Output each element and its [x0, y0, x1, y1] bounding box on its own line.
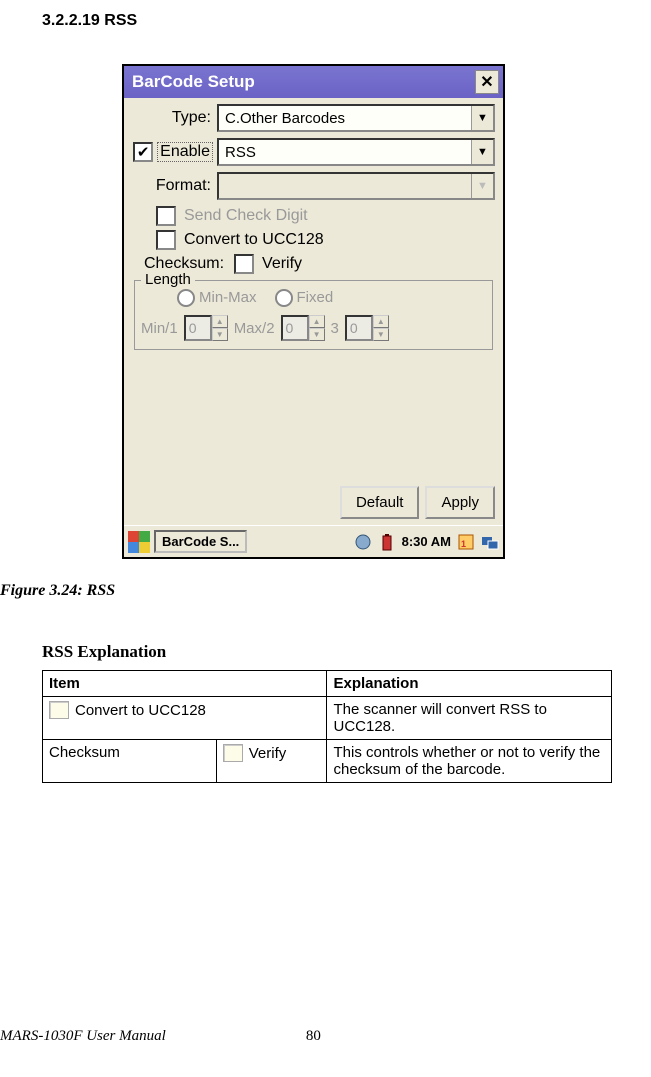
- apply-button[interactable]: Apply: [425, 486, 495, 519]
- type-row: Type: C.Other Barcodes ▼: [132, 104, 495, 132]
- taskbar-app-button[interactable]: BarCode S...: [154, 530, 247, 553]
- row2-item-b-cell: Verify: [223, 744, 321, 762]
- row2-item-b: Verify: [249, 745, 287, 762]
- row1-explanation: The scanner will convert RSS to UCC128.: [327, 697, 612, 740]
- min-spinner: 0 ▲▼: [184, 315, 228, 341]
- form-area: Type: C.Other Barcodes ▼ ✔ Enable RSS ▼ …: [124, 98, 503, 360]
- chevron-down-icon: ▼: [471, 174, 493, 198]
- send-check-digit-checkbox: [156, 206, 176, 226]
- max-label: Max/2: [234, 320, 275, 337]
- enable-row: ✔ Enable RSS ▼: [132, 138, 495, 166]
- enable-combo[interactable]: RSS ▼: [217, 138, 495, 166]
- minmax-radio-label: Min-Max: [199, 289, 257, 306]
- tray-icon-a: 1: [457, 533, 475, 551]
- barcode-setup-window: BarCode Setup ✕ Type: C.Other Barcodes ▼…: [122, 64, 505, 559]
- fixed-radio-option: Fixed: [275, 289, 334, 307]
- chevron-down-icon[interactable]: ▼: [471, 106, 493, 130]
- system-tray: 8:30 AM 1: [354, 533, 499, 551]
- min-label: Min/1: [141, 320, 178, 337]
- enable-label: Enable: [157, 142, 213, 162]
- verify-checkbox[interactable]: [234, 254, 254, 274]
- spin-down-icon: ▼: [212, 328, 228, 341]
- three-label: 3: [331, 320, 339, 337]
- radio-icon: [177, 289, 195, 307]
- convert-ucc128-row: Convert to UCC128: [156, 230, 495, 250]
- length-legend: Length: [141, 271, 195, 288]
- enable-value: RSS: [225, 144, 256, 161]
- minmax-values-row: Min/1 0 ▲▼ Max/2 0 ▲▼ 3 0 ▲▼: [141, 315, 486, 341]
- min-value: 0: [184, 315, 212, 341]
- footer-manual-name: MARS-1030F User Manual: [0, 1028, 166, 1045]
- rss-explanation-table: Item Explanation Convert to UCC128 The s…: [42, 670, 612, 783]
- clock: 8:30 AM: [402, 534, 451, 549]
- max-spinner: 0 ▲▼: [281, 315, 325, 341]
- fixed-radio-label: Fixed: [297, 289, 334, 306]
- type-value: C.Other Barcodes: [225, 110, 345, 127]
- table-title: RSS Explanation: [42, 642, 166, 662]
- table-header-row: Item Explanation: [43, 671, 612, 697]
- spin-up-icon: ▲: [373, 315, 389, 328]
- spin-up-icon: ▲: [309, 315, 325, 328]
- close-icon[interactable]: ✕: [475, 70, 499, 94]
- battery-icon: [378, 533, 396, 551]
- checkbox-icon: [49, 701, 69, 719]
- section-heading: 3.2.2.19 RSS: [42, 12, 137, 30]
- verify-label: Verify: [262, 255, 302, 273]
- spin-up-icon: ▲: [212, 315, 228, 328]
- convert-ucc128-label: Convert to UCC128: [184, 231, 324, 249]
- default-button[interactable]: Default: [340, 486, 420, 519]
- checkbox-icon: [223, 744, 243, 762]
- window-title: BarCode Setup: [132, 72, 255, 92]
- length-radio-row: Min-Max Fixed: [177, 289, 486, 307]
- chevron-down-icon[interactable]: ▼: [471, 140, 493, 164]
- row1-item-cell: Convert to UCC128: [49, 701, 320, 719]
- format-row: Format: ▼: [132, 172, 495, 200]
- col-item: Item: [43, 671, 327, 697]
- spin-down-icon: ▼: [373, 328, 389, 341]
- taskbar: BarCode S... 8:30 AM 1: [124, 525, 503, 557]
- three-spinner: 0 ▲▼: [345, 315, 389, 341]
- format-combo: ▼: [217, 172, 495, 200]
- max-value: 0: [281, 315, 309, 341]
- radio-icon: [275, 289, 293, 307]
- convert-ucc128-checkbox[interactable]: [156, 230, 176, 250]
- enable-checkbox[interactable]: ✔: [133, 142, 153, 162]
- col-explanation: Explanation: [327, 671, 612, 697]
- figure-caption: Figure 3.24: RSS: [0, 582, 115, 600]
- connection-icon: [354, 533, 372, 551]
- checksum-row: Checksum: Verify: [144, 254, 495, 274]
- type-label: Type:: [132, 109, 217, 127]
- send-check-digit-row: Send Check Digit: [156, 206, 495, 226]
- start-icon[interactable]: [128, 531, 150, 553]
- titlebar: BarCode Setup ✕: [124, 66, 503, 98]
- row2-item-a: Checksum: [43, 740, 217, 783]
- minmax-radio-option: Min-Max: [177, 289, 257, 307]
- row1-item: Convert to UCC128: [75, 702, 206, 719]
- table-row: Checksum Verify This controls whether or…: [43, 740, 612, 783]
- tray-icon-b: [481, 533, 499, 551]
- svg-text:1: 1: [461, 539, 466, 549]
- length-fieldset: Length Min-Max Fixed Min/1 0 ▲▼ Max/2 0 …: [134, 280, 493, 350]
- spin-down-icon: ▼: [309, 328, 325, 341]
- table-row: Convert to UCC128 The scanner will conve…: [43, 697, 612, 740]
- three-value: 0: [345, 315, 373, 341]
- footer-page-number: 80: [306, 1028, 321, 1045]
- type-combo[interactable]: C.Other Barcodes ▼: [217, 104, 495, 132]
- button-row: Default Apply: [340, 486, 495, 519]
- format-label: Format:: [132, 177, 217, 195]
- row2-explanation: This controls whether or not to verify t…: [327, 740, 612, 783]
- send-check-digit-label: Send Check Digit: [184, 207, 308, 225]
- page-footer: MARS-1030F User Manual 80: [0, 1028, 651, 1045]
